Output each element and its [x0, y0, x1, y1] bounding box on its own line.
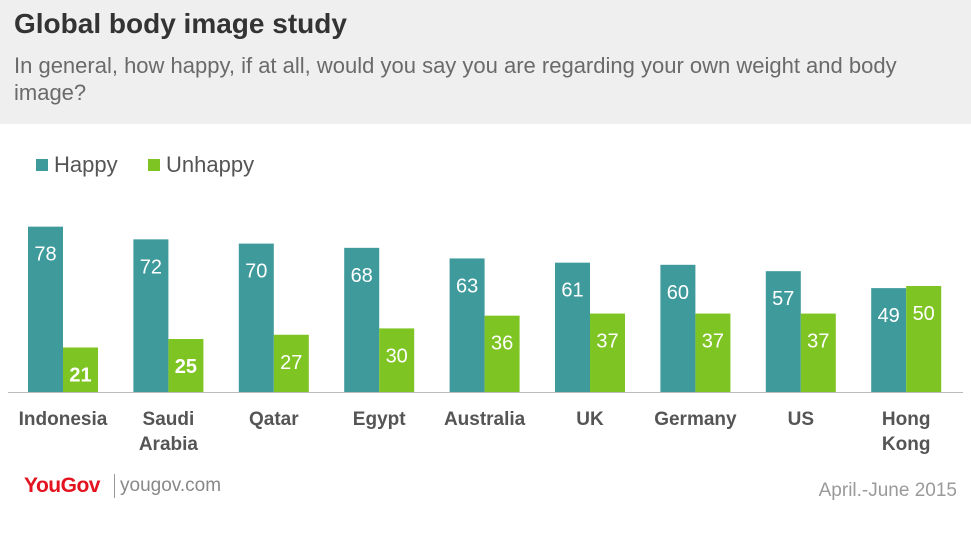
data-label-happy-australia: 63 — [456, 275, 478, 297]
bar-unhappy-indonesia — [63, 347, 98, 392]
category-label-qatar: Qatar — [249, 409, 299, 430]
bar-happy-uk — [555, 262, 590, 392]
bar-unhappy-australia — [484, 315, 520, 392]
bar-happy-saudi-arabia — [133, 239, 169, 392]
category-label-germany: Germany — [654, 409, 737, 430]
legend-item-unhappy: Unhappy — [148, 152, 254, 178]
bar-unhappy-germany — [695, 313, 731, 392]
bar-unhappy-hong-kong — [906, 286, 942, 392]
bar-unhappy-qatar — [273, 334, 309, 392]
category-label-saudi-arabia: Saudi Arabia — [139, 409, 199, 455]
legend-label-happy: Happy — [54, 152, 118, 177]
bar-happy-hong-kong — [871, 288, 907, 392]
category-label-egypt: Egypt — [353, 409, 406, 430]
data-label-happy-saudi-arabia: 72 — [140, 256, 162, 278]
bar-unhappy-egypt — [379, 328, 415, 392]
data-label-happy-qatar: 70 — [245, 261, 267, 283]
bar-happy-egypt — [344, 247, 380, 392]
data-label-unhappy-australia: 36 — [491, 333, 513, 355]
header-band: Global body image study In general, how … — [0, 0, 971, 124]
category-label-indonesia: Indonesia — [19, 409, 108, 430]
category-label-us: US — [788, 409, 814, 430]
data-label-unhappy-hong-kong: 50 — [913, 303, 935, 325]
data-label-unhappy-egypt: 30 — [386, 345, 408, 367]
bar-happy-germany — [660, 264, 696, 392]
chart-subtitle: In general, how happy, if at all, would … — [14, 53, 897, 105]
bar-happy-australia — [449, 258, 485, 392]
data-label-happy-hong-kong: 49 — [878, 305, 900, 327]
data-label-happy-germany: 60 — [667, 282, 689, 304]
bar-unhappy-us — [800, 313, 836, 392]
category-label-australia: Australia — [444, 409, 526, 430]
chart-title: Global body image study — [14, 8, 347, 39]
bar-happy-qatar — [238, 243, 274, 392]
data-label-happy-us: 57 — [772, 288, 794, 310]
bar-happy-us — [765, 271, 801, 392]
legend-label-unhappy: Unhappy — [166, 152, 255, 177]
footer-divider — [114, 474, 115, 498]
data-label-unhappy-indonesia: 21 — [69, 364, 91, 386]
data-label-unhappy-qatar: 27 — [280, 352, 302, 374]
bar-unhappy-uk — [590, 313, 625, 392]
legend-item-happy: Happy — [36, 152, 118, 178]
data-label-unhappy-germany: 37 — [702, 331, 724, 353]
data-label-happy-uk: 61 — [561, 280, 583, 302]
data-label-unhappy-uk: 37 — [596, 331, 618, 353]
data-label-unhappy-us: 37 — [807, 331, 829, 353]
legend-swatch-unhappy — [148, 159, 160, 171]
bar-unhappy-saudi-arabia — [168, 339, 204, 392]
data-label-happy-egypt: 68 — [351, 265, 373, 287]
data-label-unhappy-saudi-arabia: 25 — [175, 356, 197, 378]
footer-site[interactable]: yougov.com — [120, 475, 222, 496]
bar-happy-indonesia — [28, 226, 63, 392]
bar-chart: 78 21 Indonesia 72 25 Saudi Arabia 70 27 Qatar 68 3… — [8, 226, 963, 455]
legend-swatch-happy — [36, 159, 48, 171]
category-label-hong-kong: Hong Kong — [882, 409, 931, 455]
footer-date: April.-June 2015 — [818, 480, 957, 501]
data-label-happy-indonesia: 78 — [34, 244, 56, 266]
yougov-logo: YouGov — [24, 474, 100, 497]
category-label-uk: UK — [576, 409, 604, 430]
